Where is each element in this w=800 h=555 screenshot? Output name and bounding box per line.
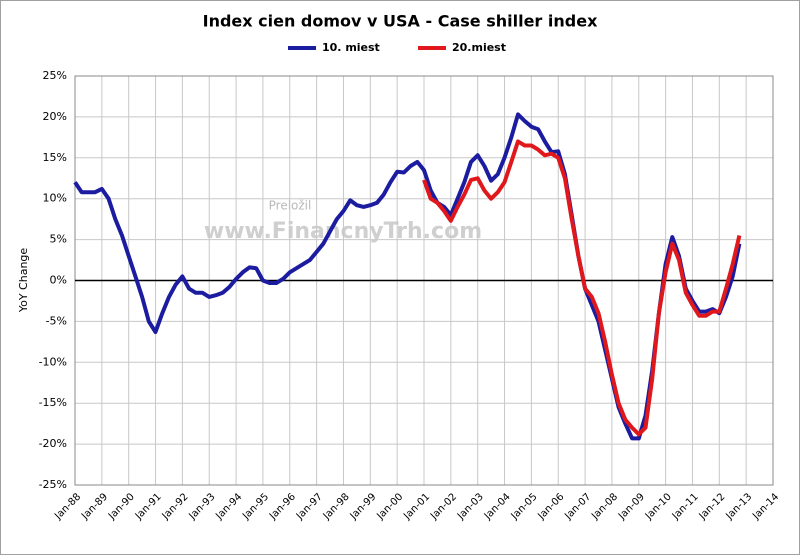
series-line (422, 139, 742, 437)
chart-title: Index cien domov v USA - Case shiller in… (203, 12, 598, 31)
y-tick-label: -5% (46, 314, 67, 327)
legend-label: 20.miest (452, 41, 506, 54)
y-axis-label: YoY Change (17, 248, 30, 314)
y-tick-label: 15% (43, 151, 67, 164)
y-tick-label: 0% (50, 274, 67, 287)
y-tick-label: -15% (39, 396, 67, 409)
y-tick-label: 20% (43, 110, 67, 123)
series-line (73, 112, 742, 441)
y-tick-label: 5% (50, 233, 67, 246)
y-tick-label: 25% (43, 69, 67, 82)
y-tick-label: -25% (39, 478, 67, 491)
y-tick-label: 10% (43, 192, 67, 205)
legend-label: 10. miest (322, 41, 380, 54)
y-tick-label: -20% (39, 437, 67, 450)
y-tick-label: -10% (39, 355, 67, 368)
